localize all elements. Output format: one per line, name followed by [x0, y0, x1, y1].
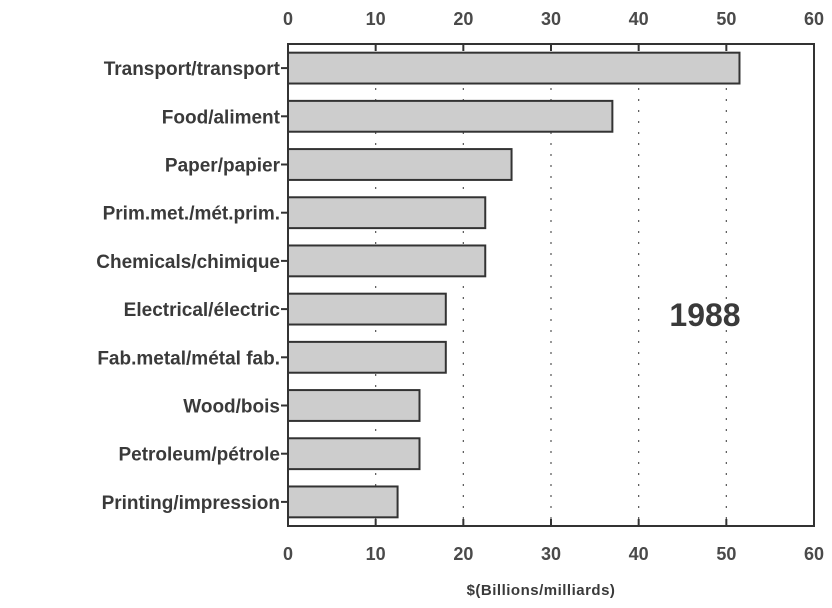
bar — [287, 51, 741, 85]
top-tick-label: 50 — [716, 9, 736, 29]
bar — [287, 99, 614, 133]
tick-marks — [281, 44, 815, 526]
x-axis-title: $(Billions/milliards) — [467, 582, 616, 599]
category-label: Petroleum/pétrole — [118, 445, 280, 466]
category-label: Printing/impression — [102, 493, 280, 514]
bars-group — [287, 51, 741, 519]
top-tick-label: 30 — [541, 9, 561, 29]
top-tick-label: 10 — [366, 9, 386, 29]
bar — [287, 244, 487, 278]
top-tick-label: 40 — [629, 9, 649, 29]
bottom-tick-label: 0 — [283, 544, 293, 564]
bottom-tick-label: 60 — [804, 544, 824, 564]
bottom-tick-label: 10 — [366, 544, 386, 564]
category-label: Fab.metal/métal fab. — [97, 348, 280, 369]
bar — [287, 485, 399, 519]
bar — [287, 292, 447, 326]
category-label: Wood/bois — [183, 397, 280, 418]
bottom-tick-label: 20 — [453, 544, 473, 564]
bar — [287, 340, 447, 374]
year-annotation: 1988 — [669, 297, 740, 333]
bottom-tick-labels: 0 10 20 30 40 50 60 — [283, 544, 824, 564]
category-label: Food/aliment — [162, 107, 281, 128]
top-tick-label: 60 — [804, 9, 824, 29]
top-tick-label: 0 — [283, 9, 293, 29]
category-label: Prim.met./mét.prim. — [103, 204, 280, 225]
bar — [287, 437, 421, 471]
bottom-tick-label: 30 — [541, 544, 561, 564]
category-labels: Transport/transport Food/aliment Paper/pap… — [96, 59, 280, 514]
bottom-tick-label: 50 — [716, 544, 736, 564]
top-tick-labels: 0 10 20 30 40 50 60 — [283, 9, 824, 29]
category-label: Chemicals/chimique — [96, 252, 280, 273]
category-label: Paper/papier — [165, 156, 281, 177]
bottom-tick-label: 40 — [629, 544, 649, 564]
bar — [287, 389, 421, 422]
bar — [287, 148, 513, 181]
bar — [287, 196, 487, 230]
category-label: Electrical/électric — [124, 300, 281, 321]
category-label: Transport/transport — [104, 59, 281, 80]
top-tick-label: 20 — [453, 9, 473, 29]
